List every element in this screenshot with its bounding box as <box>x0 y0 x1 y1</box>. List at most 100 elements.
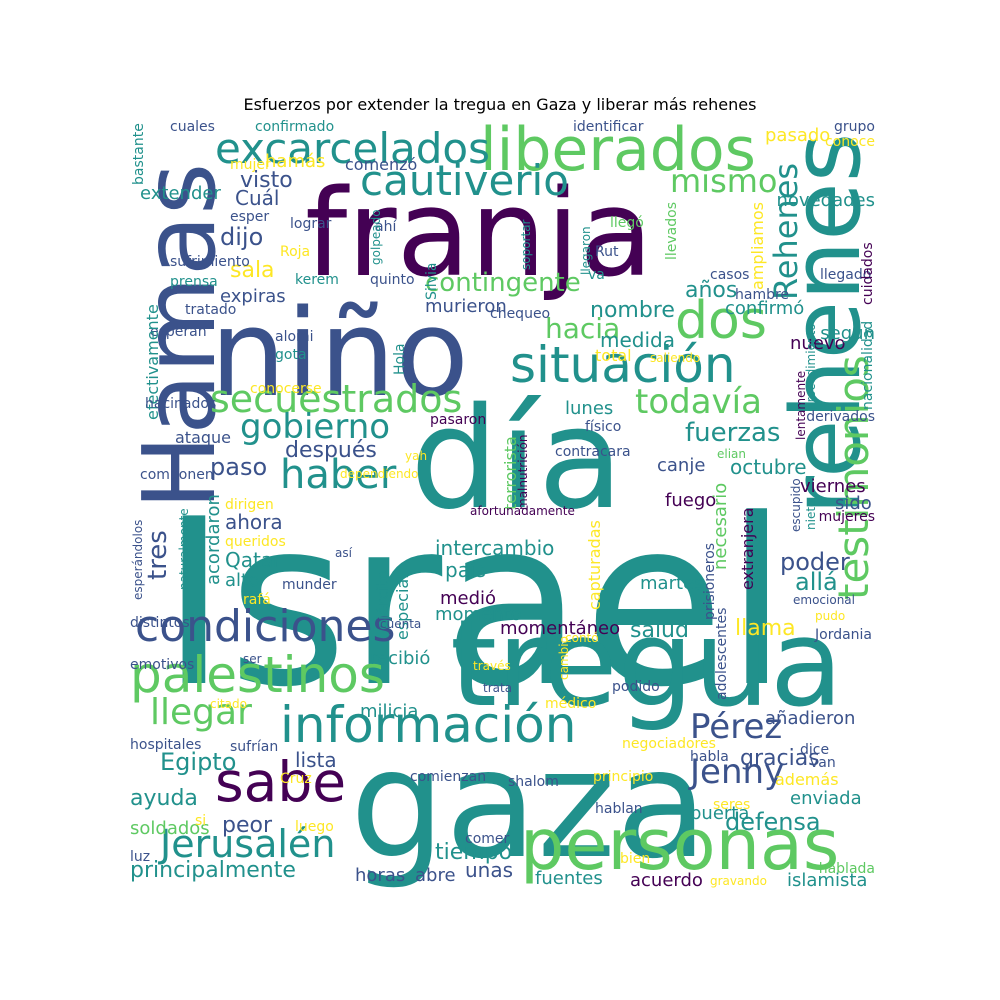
word-peor: peor <box>222 813 273 838</box>
word-negociadores: negociadores <box>622 736 716 752</box>
word-tregua: tregua <box>450 595 844 734</box>
word-condiciones: condiciones <box>135 601 396 652</box>
word-principio: principio <box>593 769 654 785</box>
word-conocerse: conocerse <box>250 381 322 397</box>
word-tres: tres <box>143 530 173 580</box>
word-identificar: identificar <box>573 120 644 135</box>
word-jordania: Jordania <box>815 627 873 643</box>
word-expiras: expiras <box>220 286 286 307</box>
word-rafa: rafá <box>243 592 271 608</box>
word-ser: ser <box>243 652 262 666</box>
word-saliendo: saliendo <box>650 351 701 365</box>
word-personas: personas <box>520 804 840 886</box>
word-novedades: novedades <box>776 190 875 211</box>
word-pudo: pudo <box>815 609 846 623</box>
chart-title: Esfuerzos por extender la tregua en Gaza… <box>243 95 757 114</box>
word-principalmente: principalmente <box>130 858 296 883</box>
word-emocional: emocional <box>793 593 855 607</box>
word-fuerzas: fuerzas <box>685 418 781 448</box>
word-cambio: cambio <box>557 636 571 680</box>
word-dia: día <box>410 378 624 541</box>
word-poder: poder <box>780 548 850 576</box>
word-llego: llegó <box>610 215 644 231</box>
word-recibio: recibió <box>370 648 431 669</box>
word-dirigen: dirigen <box>225 497 274 513</box>
word-llegar: llegar <box>150 692 252 733</box>
word-derivados: derivados <box>806 409 875 425</box>
word-lista: lista <box>295 748 337 772</box>
word-mismo: mismo <box>670 162 778 200</box>
word-total: total <box>595 346 632 365</box>
word-octubre: octubre <box>730 455 807 479</box>
word-dice: dice <box>800 742 830 758</box>
word-contingente: contingente <box>425 268 581 298</box>
word-bien: bien <box>620 851 651 867</box>
word-quinto: quinto <box>370 272 415 288</box>
word-hablada: hablada <box>818 861 875 877</box>
word-gaza: gaza <box>350 718 708 890</box>
word-citado: citado <box>210 697 247 711</box>
word-distintos: distintos <box>130 615 190 631</box>
word-anadieron: añadieron <box>765 708 856 729</box>
word-medida: medida <box>600 328 675 352</box>
word-si: si <box>195 813 207 829</box>
word-jerusalen: Jerusalén <box>160 822 336 866</box>
word-hospitales: hospitales <box>130 737 202 753</box>
word-cloud: Israel gaza tregua día franja niño Hamas rehene… <box>125 120 875 890</box>
word-va: va <box>588 267 605 283</box>
word-hacia: hacia <box>545 312 621 345</box>
word-medico: médico <box>545 696 597 712</box>
word-naturalmente: naturalmente <box>177 508 191 590</box>
word-enviada: enviada <box>790 788 862 809</box>
word-silvia: Silvia <box>424 262 440 300</box>
word-lograr: lograr <box>290 216 332 232</box>
word-esperandolos: esperándolos <box>131 519 145 600</box>
word-chequeo: chequeo <box>490 306 551 322</box>
word-ahora: ahora <box>225 510 283 534</box>
word-todavia: todavía <box>635 382 762 422</box>
word-comer: comer <box>465 831 510 847</box>
word-pasado: pasado <box>765 125 831 146</box>
word-secuestrados: secuestrados <box>210 377 463 421</box>
word-martes: martes <box>640 573 704 594</box>
word-soportar: soportar <box>519 219 533 270</box>
word-despues: después <box>285 438 377 463</box>
word-anos: años <box>685 278 738 303</box>
word-lunes: lunes <box>565 398 614 419</box>
word-gobierno: gobierno <box>240 407 391 447</box>
word-gravando: gravando <box>710 874 767 888</box>
word-cuales: cuales <box>170 120 215 135</box>
word-tiempo: tiempo <box>435 840 513 865</box>
word-ahi: ahí <box>375 219 397 235</box>
word-situacion: situación <box>510 336 736 394</box>
word-haber: haber <box>280 452 397 498</box>
word-queridos: queridos <box>225 534 286 550</box>
word-fuego: fuego <box>665 490 717 511</box>
word-qatar: Qatar <box>225 548 282 572</box>
word-confirmado: confirmado <box>255 120 335 135</box>
word-momento: momento <box>435 604 522 625</box>
word-medio: medió <box>440 588 497 609</box>
word-traves: través <box>473 659 511 673</box>
word-llama: llama <box>735 616 796 641</box>
word-alomi: alomi <box>275 329 314 345</box>
word-gota: gota <box>275 347 307 363</box>
word-tratado: tratado <box>185 302 237 318</box>
word-segun: según <box>820 323 875 344</box>
word-rut: Rut <box>595 244 619 260</box>
word-cruz: Cruz <box>280 771 312 787</box>
word-palestinos: palestinos <box>130 646 385 704</box>
word-acuerdo: acuerdo <box>630 870 703 890</box>
word-kerem: kerem <box>295 272 339 288</box>
word-fuentes: fuentes <box>535 868 603 889</box>
word-franja: franja <box>305 165 654 304</box>
word-conto: contó <box>565 631 599 645</box>
word-hambre: hambre <box>735 287 790 303</box>
word-pais: país <box>445 558 486 582</box>
word-puerta: puerta <box>690 803 750 824</box>
word-confirmo: confirmó <box>725 298 805 319</box>
word-habla: habla <box>690 749 729 765</box>
word-trata: trata <box>483 681 513 695</box>
word-israel: Israel <box>160 471 789 738</box>
word-esperan: esperan <box>150 324 207 340</box>
